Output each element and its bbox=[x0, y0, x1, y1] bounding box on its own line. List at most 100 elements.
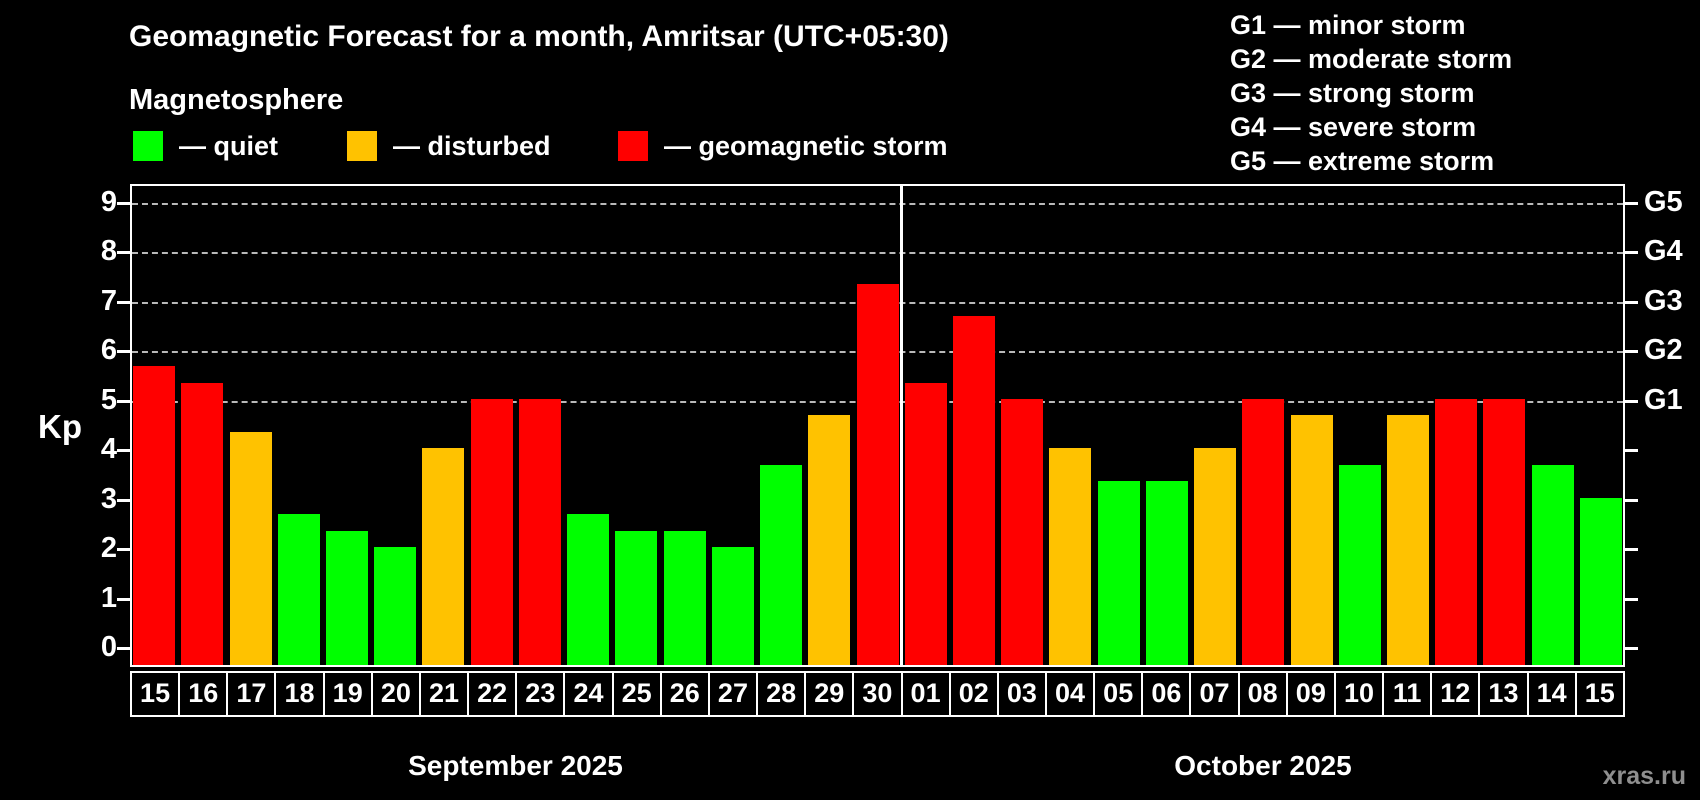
g-legend-line-1: G1 — minor storm bbox=[1230, 10, 1466, 40]
right-axis-label-g4: G4 bbox=[1644, 235, 1683, 268]
date-cell-oct-10: 10 bbox=[1333, 671, 1385, 717]
y-axis-tick-left-1 bbox=[117, 597, 130, 601]
y-axis-label-7: 7 bbox=[100, 284, 117, 317]
date-cell-sep-28: 28 bbox=[756, 671, 807, 717]
date-cell-sep-22: 22 bbox=[467, 671, 518, 717]
date-cell-sep-16: 16 bbox=[178, 671, 229, 717]
kp-bar-sep-17 bbox=[229, 431, 272, 665]
kp-bar-sep-24 bbox=[567, 514, 610, 665]
y-axis-label-2: 2 bbox=[100, 532, 117, 565]
kp-bar-oct-12 bbox=[1435, 398, 1478, 665]
kp-bar-sep-23 bbox=[518, 398, 561, 665]
date-cell-oct-02: 02 bbox=[948, 671, 999, 717]
disturbed-color-chip-icon bbox=[347, 131, 377, 161]
kp-bar-oct-05 bbox=[1097, 481, 1140, 665]
kp-bar-oct-01 bbox=[904, 382, 947, 665]
y-axis-tick-left-4 bbox=[117, 449, 130, 453]
date-cell-sep-21: 21 bbox=[418, 671, 470, 717]
date-cell-oct-01: 01 bbox=[900, 671, 951, 717]
g-legend-line-2: G2 — moderate storm bbox=[1230, 44, 1513, 74]
kp-bar-sep-18 bbox=[277, 514, 320, 665]
kp-bar-sep-26 bbox=[663, 530, 706, 665]
date-cell-oct-15: 15 bbox=[1574, 671, 1625, 717]
y-axis-title: Kp bbox=[38, 408, 82, 445]
gridline-kp-8 bbox=[132, 252, 1623, 255]
quiet-color-chip-icon bbox=[133, 131, 163, 161]
kp-bar-sep-19 bbox=[326, 530, 369, 665]
date-cell-oct-06: 06 bbox=[1141, 671, 1192, 717]
y-axis-tick-left-3 bbox=[117, 498, 130, 502]
legend-label-storm: — geomagnetic storm bbox=[664, 130, 948, 161]
g-scale-legend: G1 — minor storm G2 — moderate storm G3 — … bbox=[1230, 8, 1512, 178]
y-axis-tick-right-5 bbox=[1625, 399, 1638, 403]
kp-bar-oct-11 bbox=[1386, 415, 1429, 665]
kp-bar-sep-21 bbox=[422, 448, 465, 665]
y-axis-tick-right-3 bbox=[1625, 498, 1638, 502]
gridline-kp-9 bbox=[132, 203, 1623, 206]
y-axis-tick-right-6 bbox=[1625, 350, 1638, 354]
y-axis-label-3: 3 bbox=[100, 482, 117, 515]
kp-bar-sep-30 bbox=[856, 283, 899, 665]
y-axis-tick-right-7 bbox=[1625, 300, 1638, 304]
date-cell-oct-07: 07 bbox=[1189, 671, 1240, 717]
kp-bar-oct-15 bbox=[1579, 497, 1622, 665]
date-axis: 15 16 17 18 19 20 21 22 23 24 25 26 27 28 29 30 01 02 03 04… bbox=[130, 671, 1625, 717]
y-axis-tick-left-9 bbox=[117, 202, 130, 206]
y-axis-label-8: 8 bbox=[100, 235, 117, 268]
date-cell-sep-29: 29 bbox=[804, 671, 855, 717]
right-axis-label-g5: G5 bbox=[1644, 186, 1683, 219]
date-cell-sep-19: 19 bbox=[322, 671, 373, 717]
watermark: xras.ru bbox=[1602, 762, 1686, 790]
y-axis-tick-right-4 bbox=[1625, 449, 1638, 453]
kp-bar-oct-14 bbox=[1531, 464, 1574, 665]
kp-bar-sep-25 bbox=[615, 530, 658, 665]
legend-label-disturbed: — disturbed bbox=[393, 130, 551, 161]
date-cell-oct-13: 13 bbox=[1478, 671, 1529, 717]
y-axis-tick-left-0 bbox=[117, 647, 130, 650]
y-axis-label-6: 6 bbox=[100, 334, 117, 367]
date-cell-sep-30: 30 bbox=[852, 671, 903, 717]
chart-title: Geomagnetic Forecast for a month, Amrits… bbox=[129, 20, 949, 53]
kp-bar-sep-16 bbox=[181, 382, 224, 665]
kp-bar-oct-02 bbox=[952, 316, 995, 665]
date-cell-oct-08: 08 bbox=[1237, 671, 1288, 717]
y-axis-tick-right-9 bbox=[1625, 202, 1638, 206]
kp-bar-oct-13 bbox=[1483, 398, 1526, 665]
legend-label-quiet: — quiet bbox=[179, 130, 278, 161]
kp-bar-sep-27 bbox=[711, 547, 754, 665]
kp-bar-oct-03 bbox=[1001, 398, 1044, 665]
date-cell-sep-25: 25 bbox=[611, 671, 662, 717]
y-axis-tick-right-1 bbox=[1625, 597, 1638, 601]
kp-bar-oct-10 bbox=[1338, 464, 1381, 665]
kp-bar-sep-28 bbox=[760, 464, 803, 665]
g-legend-line-5: G5 — extreme storm bbox=[1230, 146, 1495, 176]
kp-bar-sep-29 bbox=[808, 415, 851, 665]
y-axis-label-1: 1 bbox=[100, 581, 117, 614]
month-divider bbox=[900, 186, 904, 665]
y-axis-tick-left-8 bbox=[117, 251, 130, 255]
date-cell-sep-27: 27 bbox=[707, 671, 759, 717]
chart-subtitle: Magnetosphere bbox=[129, 84, 344, 116]
date-cell-oct-04: 04 bbox=[1044, 671, 1096, 717]
kp-bar-oct-09 bbox=[1290, 415, 1333, 665]
y-axis-label-4: 4 bbox=[100, 433, 117, 466]
kp-bar-sep-15 bbox=[133, 365, 176, 665]
right-axis-label-g1: G1 bbox=[1644, 383, 1683, 416]
g-legend-line-3: G3 — strong storm bbox=[1230, 78, 1475, 108]
date-cell-sep-17: 17 bbox=[226, 671, 277, 717]
g-legend-line-4: G4 — severe storm bbox=[1230, 112, 1477, 142]
right-axis-label-g3: G3 bbox=[1644, 284, 1683, 317]
date-cell-oct-09: 09 bbox=[1285, 671, 1336, 717]
y-axis-tick-left-2 bbox=[117, 548, 130, 552]
kp-bar-oct-07 bbox=[1194, 448, 1237, 665]
legend-item-disturbed: — disturbed bbox=[347, 131, 551, 161]
date-cell-sep-24: 24 bbox=[563, 671, 614, 717]
storm-color-chip-icon bbox=[618, 131, 648, 161]
date-cell-oct-12: 12 bbox=[1430, 671, 1481, 717]
date-cell-oct-14: 14 bbox=[1526, 671, 1577, 717]
y-axis-tick-left-6 bbox=[117, 350, 130, 354]
y-axis-tick-right-0 bbox=[1625, 647, 1638, 650]
y-axis-label-5: 5 bbox=[100, 383, 117, 416]
legend-item-quiet: — quiet bbox=[133, 131, 278, 161]
date-cell-sep-23: 23 bbox=[515, 671, 566, 717]
